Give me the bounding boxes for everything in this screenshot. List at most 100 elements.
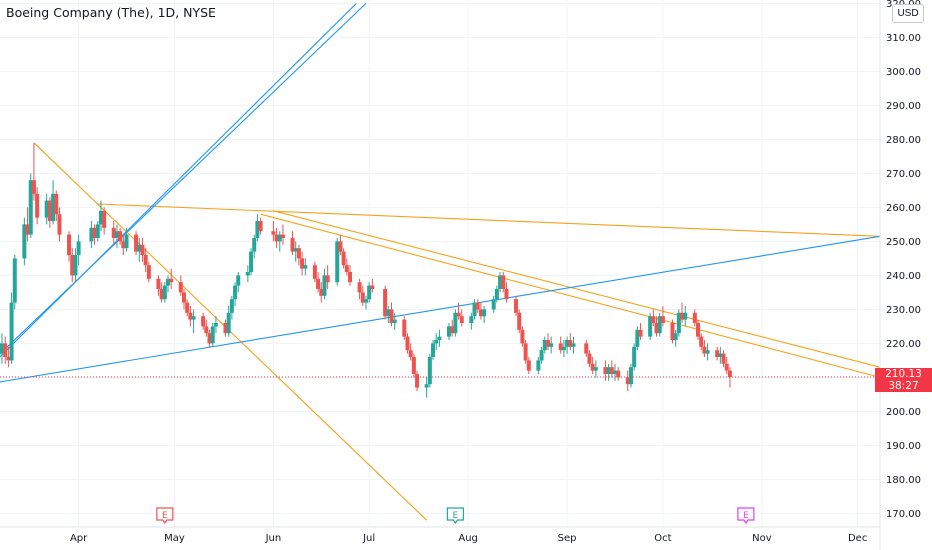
candle-body[interactable] [670,323,675,340]
candle-body[interactable] [47,200,52,221]
x-axis[interactable]: Apr May Jun Jul Aug Sep Oct Nov Dec [70,533,867,544]
candle-body[interactable] [341,251,346,266]
candle-body[interactable] [494,289,499,300]
candle-body[interactable] [98,210,103,225]
candle-body[interactable] [721,353,726,364]
candle-body[interactable] [469,316,474,323]
candle-body[interactable] [565,340,570,347]
candle-body[interactable] [657,316,662,334]
candle-body[interactable] [536,360,541,371]
candle-body[interactable] [568,340,573,347]
candle-body[interactable] [271,231,276,235]
candle-body[interactable] [95,224,100,238]
candle-body[interactable] [415,374,420,388]
candle-body[interactable] [590,363,595,371]
candle-body[interactable] [236,275,241,286]
candle-body[interactable] [102,210,107,228]
candle-body[interactable] [545,340,550,347]
trendline[interactable] [0,3,357,370]
candle-body[interactable] [561,346,566,351]
candle-body[interactable] [51,193,56,221]
candle-body[interactable] [229,299,234,313]
candle-body[interactable] [673,333,678,340]
candle-body[interactable] [392,319,397,323]
candle-body[interactable] [680,312,685,320]
candle-body[interactable] [274,234,279,242]
earnings-marker[interactable] [737,507,755,525]
candle-body[interactable] [431,343,436,357]
candle-body[interactable] [402,319,407,337]
candle-body[interactable] [124,234,129,249]
candle-body[interactable] [277,234,282,242]
candle-body[interactable] [134,234,139,252]
candle-body[interactable] [162,285,167,300]
candle-body[interactable] [434,340,439,344]
trendline[interactable] [260,213,881,378]
candle-body[interactable] [25,224,30,235]
candle-body[interactable] [676,312,681,334]
candle-body[interactable] [456,312,461,317]
candle-body[interactable] [70,255,75,276]
candle-body[interactable] [44,200,49,218]
candle-body[interactable] [427,357,432,385]
candle-body[interactable] [233,285,238,300]
candle-body[interactable] [312,265,317,279]
candle-body[interactable] [718,353,723,357]
candle-body[interactable] [446,326,451,337]
candle-body[interactable] [114,231,119,238]
candle-body[interactable] [367,285,372,300]
candle-body[interactable] [0,343,4,354]
candle-body[interactable] [437,336,442,340]
earnings-marker[interactable] [446,507,464,525]
candle-body[interactable] [319,289,324,296]
candle-body[interactable] [491,299,496,310]
candle-body[interactable] [386,309,391,317]
candle-body[interactable] [724,363,729,371]
candle-body[interactable] [325,275,330,283]
candle-body[interactable] [482,309,487,317]
candle-body[interactable] [632,346,637,368]
candle-body[interactable] [504,289,509,300]
trendline[interactable] [97,203,881,237]
candle-body[interactable] [517,312,522,330]
candle-body[interactable] [207,333,212,344]
candle-body[interactable] [603,367,608,374]
candle-body[interactable] [280,234,285,238]
candle-body[interactable] [475,302,480,310]
candle-body[interactable] [159,289,164,300]
candle-body[interactable] [156,278,161,289]
candle-body[interactable] [628,367,633,385]
candle-body[interactable] [121,241,126,249]
candle-body[interactable] [140,244,145,255]
candle-body[interactable] [344,265,349,272]
candle-body[interactable] [335,241,340,283]
candle-body[interactable] [57,214,62,235]
candle-body[interactable] [651,316,656,323]
candle-body[interactable] [3,343,8,357]
candle-body[interactable] [188,312,193,320]
candle-body[interactable] [587,353,592,364]
candle-body[interactable] [514,299,519,313]
candle-body[interactable] [118,231,123,242]
candle-body[interactable] [702,346,707,354]
candle-body[interactable] [606,367,611,374]
candle-body[interactable] [699,336,704,347]
candle-body[interactable] [453,312,458,334]
candle-body[interactable] [316,278,321,289]
candle-body[interactable] [300,258,305,269]
candle-body[interactable] [111,227,116,238]
candle-body[interactable] [73,255,78,276]
candle-body[interactable] [357,282,362,293]
candle-body[interactable] [290,238,295,252]
candle-body[interactable] [210,326,215,344]
candle-body[interactable] [625,377,630,385]
candle-body[interactable] [89,227,94,242]
candle-body[interactable] [459,316,464,323]
candle-body[interactable] [178,282,183,293]
candle-body[interactable] [22,224,27,259]
candle-body[interactable] [383,289,388,317]
candle-body[interactable] [616,370,621,378]
candle-body[interactable] [727,370,732,377]
candle-body[interactable] [296,248,301,259]
